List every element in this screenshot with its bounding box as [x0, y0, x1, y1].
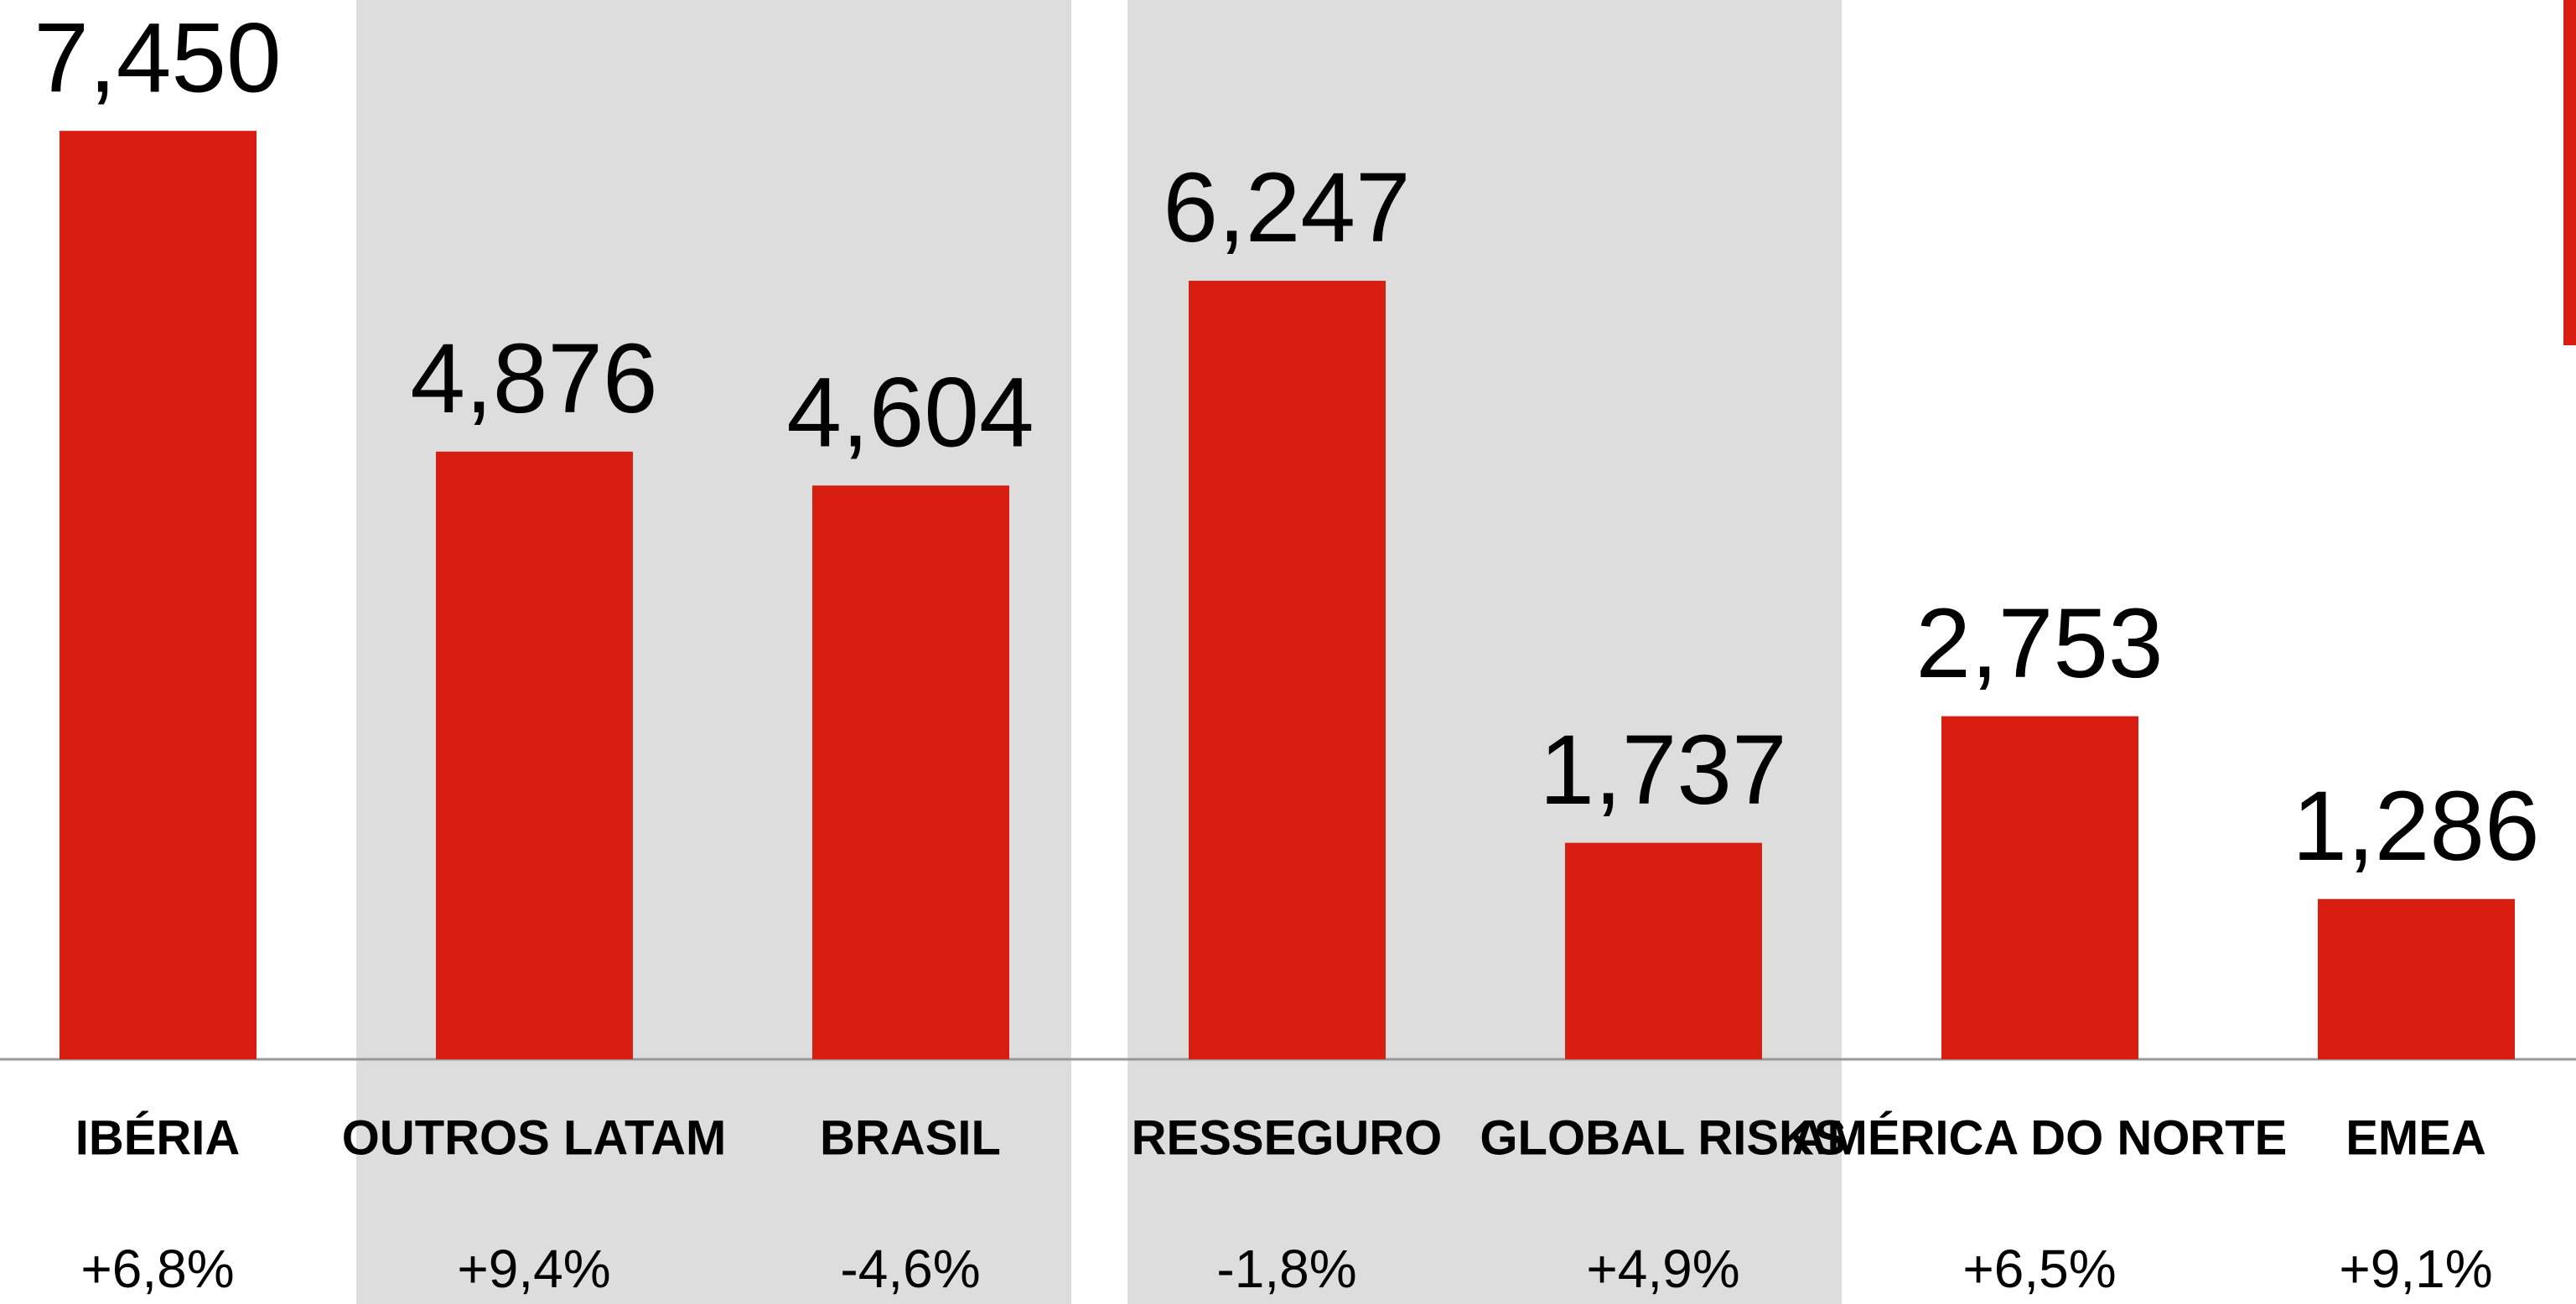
growth-label: +9,1% [2339, 1239, 2492, 1299]
bar [1565, 842, 1762, 1059]
value-label: 6,247 [1163, 153, 1410, 263]
bar [436, 451, 633, 1059]
bar [2318, 898, 2515, 1059]
value-label: 4,876 [410, 323, 657, 434]
value-label: 1,286 [2292, 771, 2539, 882]
growth-label: +4,9% [1586, 1239, 1739, 1299]
accent-mark [2563, 0, 2576, 345]
value-label: 4,604 [786, 358, 1034, 468]
category-label: BRASIL [820, 1110, 1001, 1165]
growth-label: -4,6% [840, 1239, 980, 1299]
value-label: 7,450 [34, 3, 281, 113]
bar [812, 485, 1009, 1059]
growth-label: +6,8% [80, 1239, 234, 1299]
value-label: 2,753 [1915, 588, 2163, 699]
bar [1941, 716, 2138, 1059]
category-label: GLOBAL RISKS [1480, 1110, 1846, 1165]
category-label: RESSEGURO [1132, 1110, 1443, 1165]
category-label: EMEA [2345, 1110, 2486, 1165]
category-label: AMÉRICA DO NORTE [1792, 1110, 2288, 1165]
bar [1189, 281, 1386, 1059]
growth-label: +9,4% [457, 1239, 610, 1299]
growth-label: -1,8% [1216, 1239, 1356, 1299]
category-label: OUTROS LATAM [342, 1110, 727, 1165]
growth-label: +6,5% [1962, 1239, 2116, 1299]
value-label: 1,737 [1539, 715, 1786, 825]
bar [60, 131, 257, 1060]
category-label: IBÉRIA [75, 1110, 241, 1165]
